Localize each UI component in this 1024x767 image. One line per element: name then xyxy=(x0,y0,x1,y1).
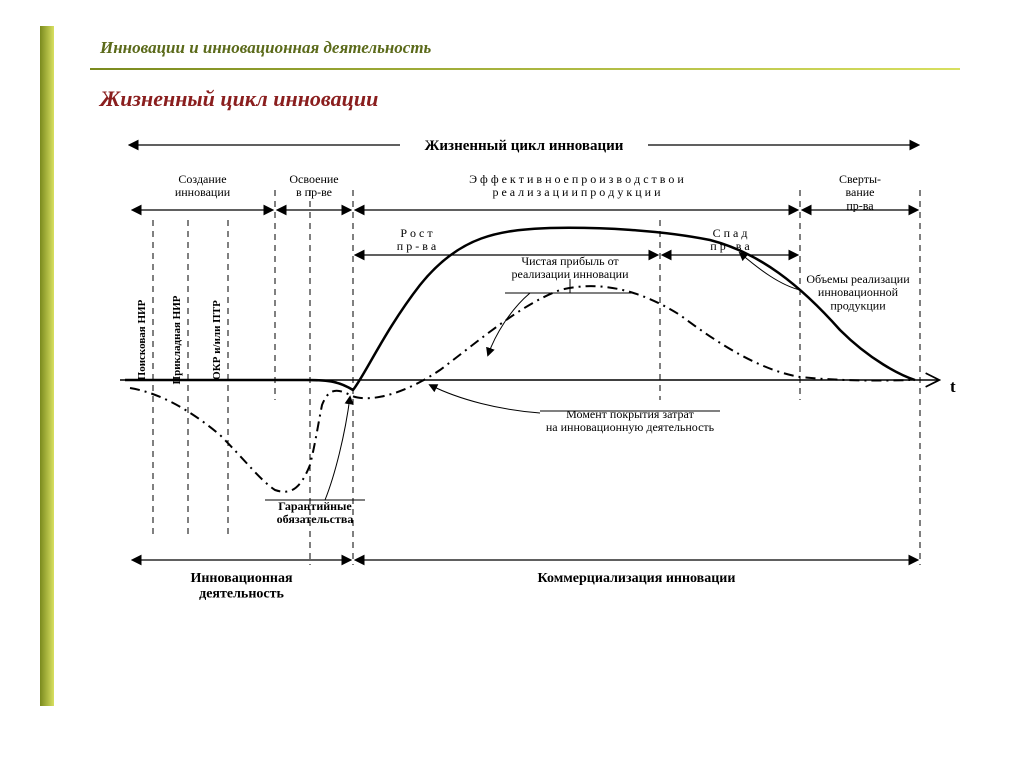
phase-decline: С п а дп р - в а xyxy=(710,226,750,253)
bottom-commercialization: Коммерциализация инновации xyxy=(538,571,736,586)
phase-creation: Созданиеинновации xyxy=(175,172,231,199)
vlabel-applied: Прикладная НИР xyxy=(171,295,183,384)
annot-volumes: Объемы реализацииинновационнойпродукции xyxy=(806,272,910,312)
phase-effective: Э ф ф е к т и в н о е п р о и з в о д с … xyxy=(469,172,684,199)
volumes-curve xyxy=(125,228,915,390)
vlabel-search: Поисковая НИР xyxy=(136,299,148,380)
t-axis-label: t xyxy=(950,377,956,396)
annot-profit: Чистая прибыль отреализации инновации xyxy=(511,254,629,281)
top-arrow-label: Жизненный цикл инновации xyxy=(425,138,624,154)
slide: Инновации и инновационная деятельность Ж… xyxy=(0,0,1024,767)
page-subtitle: Инновации и инновационная деятельность xyxy=(100,38,431,58)
phase-growth: Р о с тп р - в а xyxy=(397,226,437,253)
bottom-innovation: Инновационнаядеятельность xyxy=(190,571,293,601)
page-title: Жизненный цикл инновации xyxy=(100,86,378,112)
header-rule xyxy=(90,68,960,70)
annot-warranty: Гарантийныеобязательства xyxy=(277,499,354,526)
accent-bar xyxy=(40,26,54,706)
vlabel-okr: ОКР и/или ПТР xyxy=(211,300,223,380)
phase-closing: Сверты-ваниепр-ва xyxy=(839,172,881,212)
phase-mastering: Освоениев пр-ве xyxy=(289,172,338,199)
profit-curve xyxy=(130,286,910,492)
lifecycle-diagram: Жизненный цикл инновации Созданиеинноваци… xyxy=(100,135,980,695)
